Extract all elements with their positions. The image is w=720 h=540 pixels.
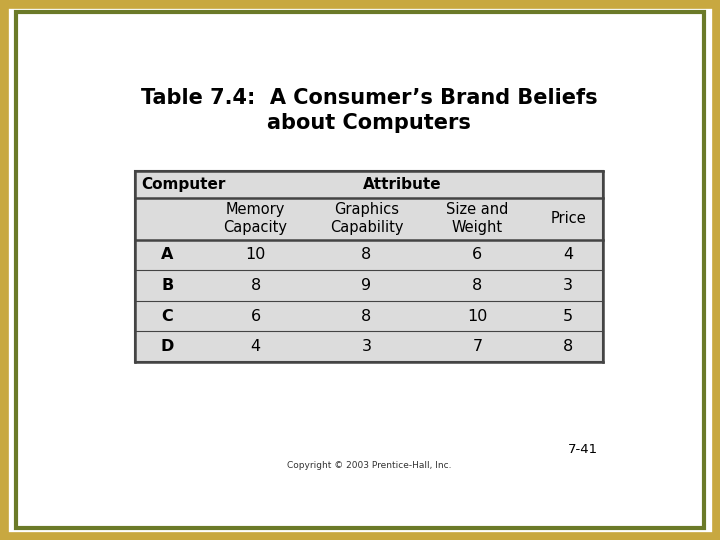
Text: 8: 8 bbox=[361, 247, 372, 262]
Text: 8: 8 bbox=[361, 309, 372, 323]
Text: 7-41: 7-41 bbox=[567, 443, 598, 456]
Text: C: C bbox=[161, 309, 174, 323]
Text: Price: Price bbox=[550, 211, 586, 226]
Text: 3: 3 bbox=[563, 278, 573, 293]
Text: Computer: Computer bbox=[141, 177, 225, 192]
Text: 4: 4 bbox=[251, 339, 261, 354]
Text: 10: 10 bbox=[467, 309, 487, 323]
Bar bbox=[135, 171, 603, 362]
Text: 9: 9 bbox=[361, 278, 372, 293]
Text: Memory
Capacity: Memory Capacity bbox=[224, 202, 287, 235]
Text: A: A bbox=[161, 247, 174, 262]
Text: Size and
Weight: Size and Weight bbox=[446, 202, 508, 235]
Text: D: D bbox=[161, 339, 174, 354]
Text: 8: 8 bbox=[563, 339, 573, 354]
Text: 7: 7 bbox=[472, 339, 482, 354]
Text: 8: 8 bbox=[251, 278, 261, 293]
Text: Table 7.4:  A Consumer’s Brand Beliefs
about Computers: Table 7.4: A Consumer’s Brand Beliefs ab… bbox=[140, 87, 598, 133]
Text: Graphics
Capability: Graphics Capability bbox=[330, 202, 403, 235]
Text: 3: 3 bbox=[361, 339, 372, 354]
Text: B: B bbox=[161, 278, 174, 293]
Text: 10: 10 bbox=[246, 247, 266, 262]
Text: 5: 5 bbox=[563, 309, 573, 323]
Text: 6: 6 bbox=[472, 247, 482, 262]
Text: 6: 6 bbox=[251, 309, 261, 323]
Text: Copyright © 2003 Prentice-Hall, Inc.: Copyright © 2003 Prentice-Hall, Inc. bbox=[287, 461, 451, 470]
Text: 8: 8 bbox=[472, 278, 482, 293]
Text: Attribute: Attribute bbox=[362, 177, 441, 192]
Text: 4: 4 bbox=[563, 247, 573, 262]
